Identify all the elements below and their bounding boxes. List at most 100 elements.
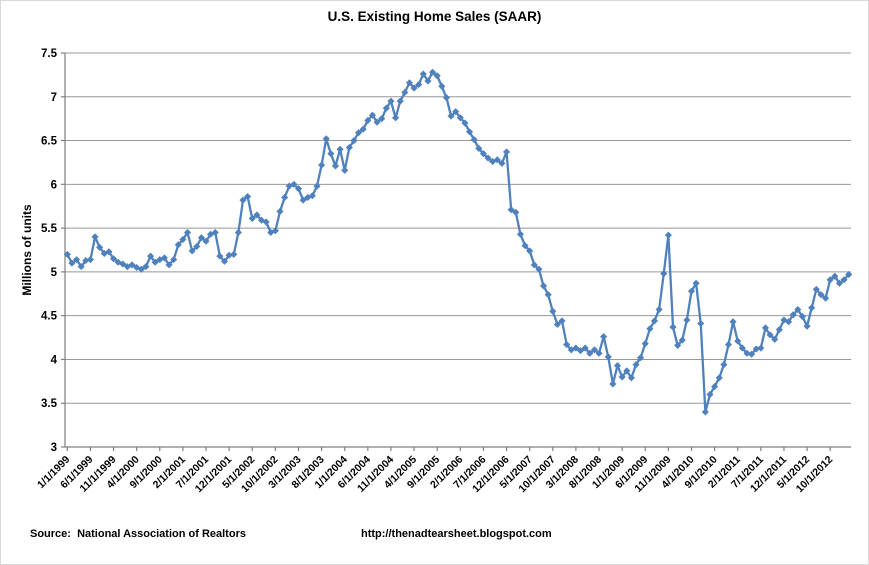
data-point-marker	[220, 257, 229, 266]
data-point-marker	[169, 255, 178, 264]
data-point-marker	[317, 161, 326, 169]
sales-line	[66, 71, 850, 414]
data-point-marker	[484, 154, 492, 162]
data-point-marker	[502, 148, 511, 156]
data-point-marker	[230, 250, 238, 259]
data-point-marker	[641, 340, 649, 348]
data-point-marker	[650, 317, 659, 325]
y-tick-label: 7.5	[41, 48, 58, 60]
data-point-marker	[613, 361, 622, 370]
data-point-marker	[669, 323, 677, 331]
y-tick-label: 6	[51, 179, 57, 191]
data-point-marker	[327, 150, 335, 158]
data-point-marker	[271, 227, 280, 235]
data-point-marker	[840, 276, 848, 284]
data-point-marker	[114, 258, 122, 266]
data-point-marker	[345, 143, 354, 152]
data-point-marker	[119, 260, 127, 268]
data-point-marker	[382, 104, 390, 112]
data-point-marker	[368, 111, 377, 119]
data-point-marker	[165, 261, 173, 269]
data-point-marker	[817, 290, 825, 299]
data-point-marker	[350, 136, 358, 145]
data-point-marker	[812, 285, 820, 294]
data-point-marker	[428, 68, 437, 76]
data-point-marker	[442, 93, 451, 102]
data-point-marker	[128, 261, 136, 269]
data-point-marker	[183, 228, 192, 237]
data-point-marker	[91, 233, 99, 241]
data-point-marker	[465, 128, 474, 136]
data-point-marker	[539, 282, 548, 290]
y-tick-label: 3.5	[41, 398, 58, 410]
data-point-marker	[595, 349, 603, 357]
data-point-marker	[96, 243, 104, 252]
y-axis-title: Millions of units	[20, 204, 34, 296]
footer-url: http://thenadtearsheet.blogspot.com	[361, 528, 552, 540]
data-point-marker	[299, 196, 307, 204]
data-point-marker	[479, 150, 488, 158]
data-point-marker	[211, 228, 219, 237]
data-point-marker	[202, 237, 210, 245]
data-point-marker	[632, 361, 640, 369]
data-point-marker	[636, 354, 645, 362]
data-point-marker	[174, 241, 182, 249]
data-point-marker	[493, 156, 501, 164]
data-point-marker	[512, 208, 520, 217]
data-point-marker	[673, 341, 682, 350]
data-point-marker	[678, 336, 686, 344]
data-point-marker	[715, 374, 723, 382]
data-point-marker	[378, 115, 386, 123]
data-point-marker	[618, 373, 626, 381]
data-point-marker	[475, 144, 483, 153]
data-point-marker	[530, 261, 538, 269]
data-point-marker	[456, 114, 464, 122]
data-point-marker	[720, 361, 728, 369]
data-point-marker	[664, 231, 673, 239]
data-point-marker	[452, 108, 460, 116]
data-point-marker	[558, 317, 566, 325]
data-point-marker	[396, 97, 404, 105]
data-point-marker	[341, 166, 349, 174]
data-point-marker	[544, 290, 552, 299]
data-point-marker	[438, 82, 446, 90]
data-point-marker	[105, 248, 113, 256]
data-point-marker	[562, 340, 571, 349]
data-point-marker	[590, 346, 599, 354]
data-point-marker	[808, 304, 816, 312]
data-point-marker	[599, 333, 608, 341]
data-point-marker	[789, 311, 797, 319]
data-point-marker	[576, 347, 585, 355]
data-point-marker	[535, 265, 543, 273]
data-point-marker	[549, 307, 557, 315]
data-point-marker	[146, 252, 155, 260]
data-point-marker	[660, 269, 668, 278]
data-point-marker	[683, 316, 691, 324]
data-point-marker	[290, 180, 298, 188]
data-point-marker	[775, 326, 783, 334]
data-point-marker	[359, 125, 367, 133]
data-point-marker	[771, 335, 779, 343]
data-point-marker	[193, 242, 201, 251]
data-point-marker	[280, 193, 289, 202]
data-point-marker	[424, 77, 432, 85]
data-point-marker	[133, 263, 141, 272]
data-point-marker	[821, 294, 830, 302]
y-tick-label: 4.5	[41, 311, 58, 323]
data-point-marker	[137, 265, 145, 273]
y-tick-label: 5	[51, 267, 58, 279]
data-point-marker	[627, 374, 636, 382]
data-point-marker	[604, 353, 612, 361]
data-point-marker	[835, 279, 844, 287]
data-point-marker	[461, 119, 469, 127]
data-point-marker	[410, 84, 418, 92]
data-point-marker	[433, 72, 441, 80]
data-point-marker	[609, 380, 617, 388]
data-point-marker	[845, 270, 853, 279]
chart-title: U.S. Existing Home Sales (SAAR)	[327, 9, 542, 24]
data-point-marker	[151, 258, 159, 266]
data-point-marker	[521, 241, 529, 250]
data-point-marker	[646, 325, 654, 333]
data-point-marker	[623, 367, 631, 375]
